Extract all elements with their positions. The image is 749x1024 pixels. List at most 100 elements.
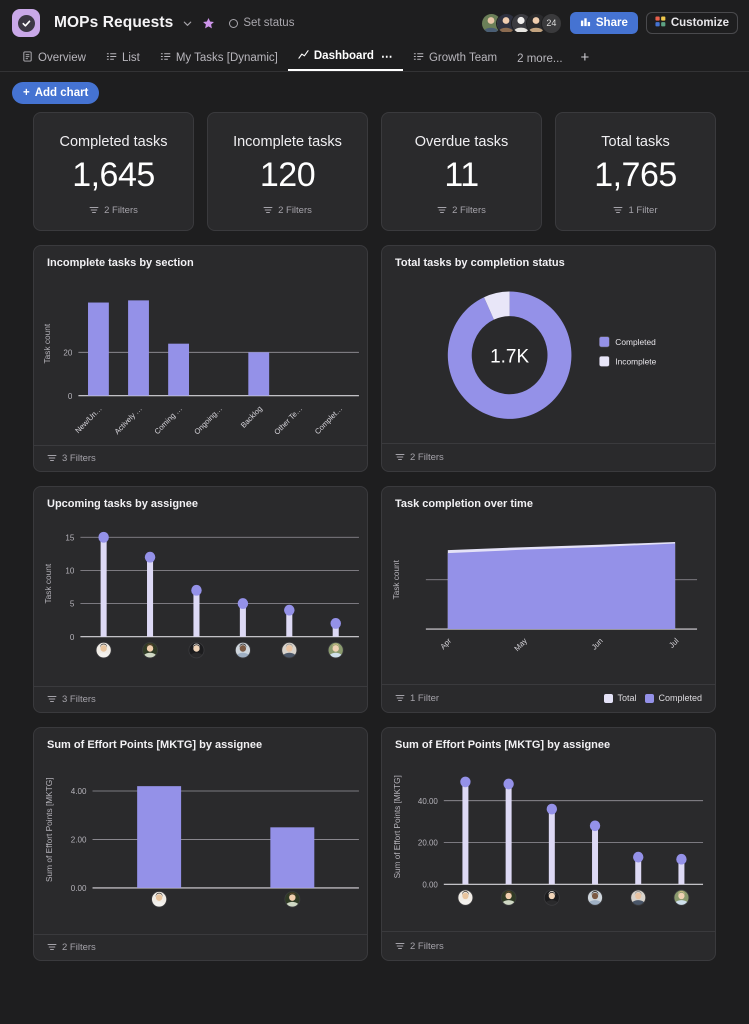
chart-title: Upcoming tasks by assignee bbox=[47, 498, 198, 510]
tab-more[interactable]: 2 more... bbox=[507, 53, 572, 71]
svg-text:Sum of Effort Points [MKTG]: Sum of Effort Points [MKTG] bbox=[45, 777, 54, 882]
chart-filters[interactable]: 3 Filters bbox=[47, 453, 96, 464]
stat-value: 1,645 bbox=[72, 155, 155, 194]
chart-card-total-tasks-by-completion-status[interactable]: Total tasks by completion status 1.7K Com… bbox=[381, 245, 716, 472]
chart-filters-label: 2 Filters bbox=[410, 451, 444, 463]
share-icon bbox=[580, 16, 591, 30]
stat-filters[interactable]: 2 Filters bbox=[89, 205, 138, 216]
svg-text:1.7K: 1.7K bbox=[490, 346, 529, 367]
svg-text:2.00: 2.00 bbox=[71, 835, 87, 844]
stat-card-completed-tasks[interactable]: Completed tasks 1,645 2 Filters bbox=[33, 112, 194, 231]
stat-card-total-tasks[interactable]: Total tasks 1,765 1 Filter bbox=[555, 112, 716, 231]
chart-title: Total tasks by completion status bbox=[395, 257, 565, 269]
svg-text:Task count: Task count bbox=[44, 563, 53, 603]
stat-card-incomplete-tasks[interactable]: Incomplete tasks 120 2 Filters bbox=[207, 112, 368, 231]
plus-icon[interactable]: + bbox=[580, 49, 590, 66]
member-avatar-stack[interactable]: 24 bbox=[480, 12, 562, 34]
share-label: Share bbox=[595, 17, 628, 29]
chart-filters[interactable]: 2 Filters bbox=[395, 941, 444, 952]
list-icon bbox=[106, 51, 117, 65]
svg-text:0.00: 0.00 bbox=[422, 880, 438, 889]
svg-text:15: 15 bbox=[65, 533, 74, 542]
star-icon[interactable] bbox=[202, 17, 215, 30]
tab-list[interactable]: List bbox=[96, 51, 150, 71]
chart-title: Task completion over time bbox=[395, 498, 533, 510]
chart-card-incomplete-tasks-by-section[interactable]: Incomplete tasks by section Task count 0 2… bbox=[33, 245, 368, 472]
svg-text:0: 0 bbox=[68, 392, 73, 401]
add-chart-button[interactable]: + Add chart bbox=[12, 82, 100, 104]
stat-filters[interactable]: 2 Filters bbox=[437, 205, 486, 216]
avatar[interactable] bbox=[525, 12, 547, 34]
avatar[interactable] bbox=[495, 12, 517, 34]
filter-icon bbox=[395, 454, 405, 461]
chart-card-effort-points-lollipop[interactable]: Sum of Effort Points [MKTG] by assignee … bbox=[381, 727, 716, 961]
area-chart-task-completion: Task count Apr May Jun Jul bbox=[382, 514, 715, 684]
filter-icon bbox=[437, 207, 447, 213]
avatar[interactable] bbox=[480, 12, 502, 34]
legend-swatch bbox=[645, 693, 655, 703]
tab-label: List bbox=[121, 52, 140, 64]
stat-card-row: Completed tasks 1,645 2 Filters Incomple… bbox=[33, 112, 716, 231]
stat-filters-label: 2 Filters bbox=[452, 204, 486, 216]
stat-title: Incomplete tasks bbox=[233, 133, 342, 150]
chart-filters[interactable]: 3 Filters bbox=[47, 694, 96, 705]
avatar[interactable] bbox=[510, 12, 532, 34]
chart-card-upcoming-tasks-by-assignee[interactable]: Upcoming tasks by assignee Task count 0 5 1… bbox=[33, 486, 368, 713]
tab-overview[interactable]: Overview bbox=[12, 51, 96, 71]
stat-value: 120 bbox=[259, 155, 316, 194]
share-button[interactable]: Share bbox=[569, 12, 638, 34]
svg-text:Actively …: Actively … bbox=[113, 404, 144, 436]
stat-card-overdue-tasks[interactable]: Overdue tasks 11 2 Filters bbox=[381, 112, 542, 231]
chart-footer: 2 Filters bbox=[382, 931, 715, 960]
svg-text:20: 20 bbox=[63, 348, 72, 357]
tab-dashboard[interactable]: Dashboard ⋯ bbox=[287, 49, 403, 71]
chevron-down-icon[interactable] bbox=[182, 18, 193, 29]
chart-title: Sum of Effort Points [MKTG] by assignee bbox=[395, 739, 611, 751]
chart-filters[interactable]: 1 Filter bbox=[395, 693, 439, 704]
customize-label: Customize bbox=[670, 17, 729, 29]
svg-text:New/Un…: New/Un… bbox=[73, 404, 103, 435]
chart-filters[interactable]: 2 Filters bbox=[395, 452, 444, 463]
svg-text:Task count: Task count bbox=[392, 559, 401, 599]
doc-icon bbox=[22, 51, 33, 65]
svg-text:Coming …: Coming … bbox=[153, 404, 184, 436]
dashboard-toolbar: + Add chart bbox=[0, 72, 749, 112]
plus-icon: + bbox=[23, 87, 30, 99]
top-bar: MOPs Requests Set status 24 Share Custom… bbox=[0, 0, 749, 46]
chart-title: Incomplete tasks by section bbox=[47, 257, 194, 269]
filter-icon bbox=[89, 207, 99, 213]
list-icon bbox=[160, 51, 171, 65]
customize-button[interactable]: Customize bbox=[645, 12, 738, 34]
chart-card-effort-points-bar[interactable]: Sum of Effort Points [MKTG] by assignee … bbox=[33, 727, 368, 961]
filter-icon bbox=[47, 944, 57, 951]
svg-text:Backlog: Backlog bbox=[239, 404, 264, 430]
filter-icon bbox=[395, 943, 405, 950]
top-bar-actions: 24 Share Customize bbox=[480, 12, 738, 34]
set-status-button[interactable]: Set status bbox=[229, 17, 294, 29]
tab-more-icon[interactable]: ⋯ bbox=[380, 51, 393, 63]
chart-card-task-completion-over-time[interactable]: Task completion over time Task count Apr M… bbox=[381, 486, 716, 713]
svg-text:Apr: Apr bbox=[438, 636, 453, 651]
tab-my-tasks-dynamic[interactable]: My Tasks [Dynamic] bbox=[150, 51, 288, 71]
tab-label: My Tasks [Dynamic] bbox=[175, 52, 278, 64]
check-circle-icon bbox=[17, 14, 35, 32]
filter-icon bbox=[263, 207, 273, 213]
stat-filters-label: 2 Filters bbox=[278, 204, 312, 216]
add-chart-label: Add chart bbox=[34, 87, 89, 99]
avatar-overflow-count[interactable]: 24 bbox=[540, 12, 562, 34]
stat-filters[interactable]: 2 Filters bbox=[263, 205, 312, 216]
chart-icon bbox=[298, 49, 309, 63]
stat-title: Overdue tasks bbox=[414, 133, 509, 150]
filter-icon bbox=[614, 207, 623, 213]
chart-filters-label: 2 Filters bbox=[410, 940, 444, 952]
chart-footer: 3 Filters bbox=[34, 444, 367, 472]
stat-title: Completed tasks bbox=[59, 133, 168, 150]
chart-filters[interactable]: 2 Filters bbox=[47, 942, 96, 953]
project-logo bbox=[12, 9, 40, 37]
filter-icon bbox=[47, 696, 57, 703]
stat-value: 1,765 bbox=[594, 155, 677, 194]
tab-growth-team[interactable]: Growth Team bbox=[403, 51, 507, 71]
svg-text:Completed: Completed bbox=[615, 337, 656, 347]
svg-text:5: 5 bbox=[70, 600, 75, 609]
stat-filters[interactable]: 1 Filter bbox=[613, 205, 658, 216]
